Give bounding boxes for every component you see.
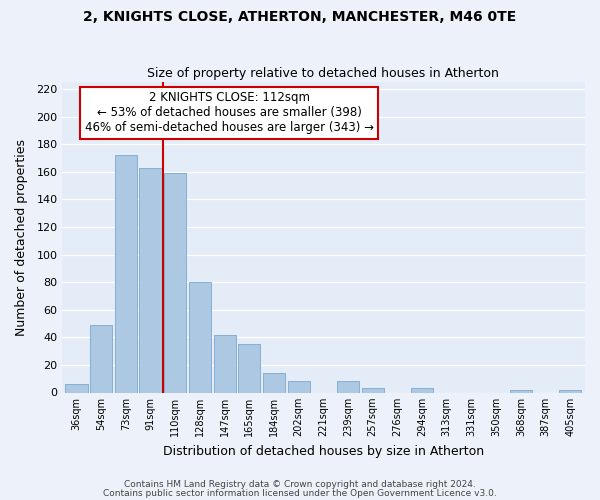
Bar bbox=[189, 282, 211, 393]
Bar bbox=[115, 155, 137, 392]
Bar bbox=[90, 325, 112, 392]
Text: 2 KNIGHTS CLOSE: 112sqm
← 53% of detached houses are smaller (398)
46% of semi-d: 2 KNIGHTS CLOSE: 112sqm ← 53% of detache… bbox=[85, 92, 374, 134]
Title: Size of property relative to detached houses in Atherton: Size of property relative to detached ho… bbox=[148, 66, 499, 80]
Bar bbox=[411, 388, 433, 392]
Y-axis label: Number of detached properties: Number of detached properties bbox=[15, 139, 28, 336]
Bar bbox=[263, 373, 285, 392]
Text: Contains public sector information licensed under the Open Government Licence v3: Contains public sector information licen… bbox=[103, 489, 497, 498]
Bar bbox=[510, 390, 532, 392]
Bar bbox=[139, 168, 162, 392]
Bar bbox=[65, 384, 88, 392]
Bar bbox=[164, 173, 187, 392]
Bar bbox=[238, 344, 260, 393]
Bar bbox=[287, 382, 310, 392]
Bar bbox=[559, 390, 581, 392]
X-axis label: Distribution of detached houses by size in Atherton: Distribution of detached houses by size … bbox=[163, 444, 484, 458]
Bar bbox=[362, 388, 384, 392]
Bar bbox=[337, 382, 359, 392]
Text: Contains HM Land Registry data © Crown copyright and database right 2024.: Contains HM Land Registry data © Crown c… bbox=[124, 480, 476, 489]
Text: 2, KNIGHTS CLOSE, ATHERTON, MANCHESTER, M46 0TE: 2, KNIGHTS CLOSE, ATHERTON, MANCHESTER, … bbox=[83, 10, 517, 24]
Bar bbox=[214, 334, 236, 392]
